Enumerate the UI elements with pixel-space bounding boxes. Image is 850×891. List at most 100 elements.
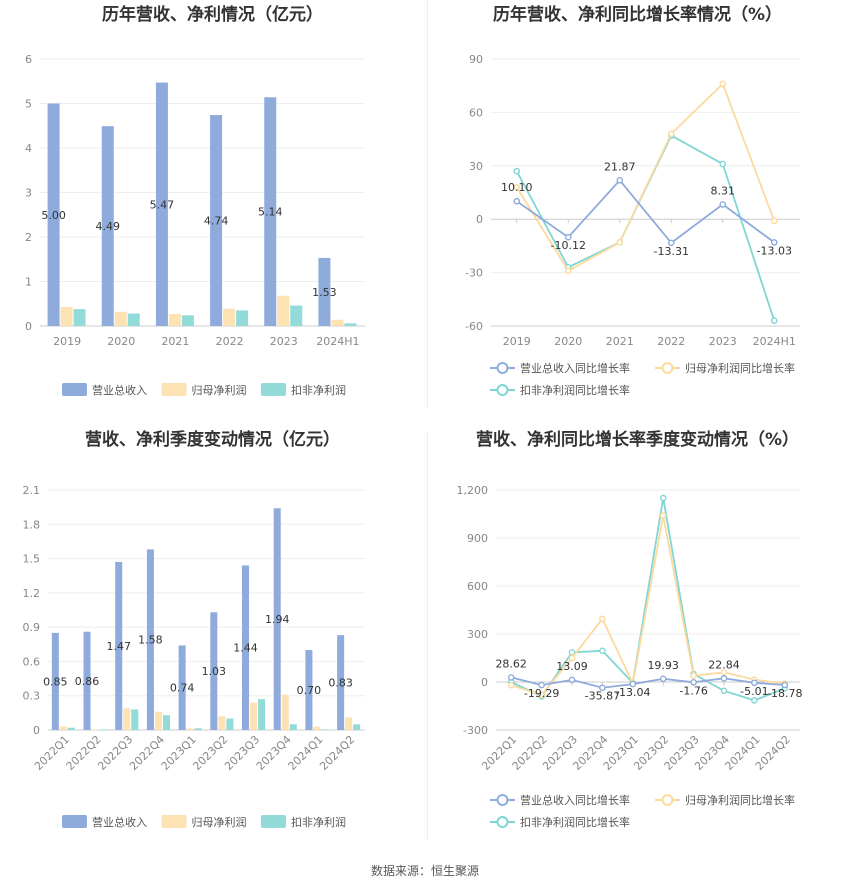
quarterly-growth-chart: 营收、净利同比增长率季度变动情况（%） -300 0 300 600 900 1,200 20… xyxy=(425,425,850,845)
series-point-2 xyxy=(720,687,728,695)
series-point-0 xyxy=(629,680,637,688)
data-label: -13.31 xyxy=(654,245,689,258)
bar-0 xyxy=(210,612,218,730)
legend-label: 扣非净利润同比增长率 xyxy=(520,815,630,829)
bar-1 xyxy=(154,711,162,730)
y-tick-label: 6 xyxy=(25,53,32,66)
data-label: 10.10 xyxy=(501,181,533,194)
quarterly-growth-svg: 营收、净利同比增长率季度变动情况（%）-30003006009001,20020… xyxy=(457,429,803,829)
series-point-0 xyxy=(513,197,521,205)
panel-divider-top xyxy=(427,0,428,408)
bar-1 xyxy=(223,308,236,326)
legend-label: 扣非净利润 xyxy=(291,383,346,397)
bar-1 xyxy=(186,728,194,730)
annual-growth-chart: 历年营收、净利同比增长率情况（%） -60 -30 0 30 60 90 2019 2020 20… xyxy=(425,0,850,420)
x-tick-label: 2024Q2 xyxy=(317,733,357,773)
bar-0 xyxy=(210,115,223,326)
data-label: -1.76 xyxy=(679,684,707,697)
legend-swatch xyxy=(62,383,87,396)
y-tick-label: 0 xyxy=(25,320,32,333)
bar-2 xyxy=(258,699,266,730)
series-point-2 xyxy=(599,647,606,655)
data-label: 0.85 xyxy=(43,675,68,688)
series-point-0 xyxy=(667,239,675,247)
y-tick-label: 1,200 xyxy=(457,484,489,497)
y-tick-label: 5 xyxy=(25,98,32,111)
y-tick-label: 90 xyxy=(469,53,483,66)
series-point-1 xyxy=(659,512,667,519)
bar-0 xyxy=(155,82,168,327)
series-point-2 xyxy=(659,494,667,502)
legend-swatch xyxy=(62,815,87,828)
y-tick-label: 0 xyxy=(481,676,488,689)
legend-marker xyxy=(496,816,509,828)
bar-2 xyxy=(127,313,140,326)
x-tick-label: 2022 xyxy=(216,335,244,348)
legend-label: 归母净利润同比增长率 xyxy=(685,793,795,807)
y-tick-label: 60 xyxy=(469,106,483,119)
legend-label: 营业总收入同比增长率 xyxy=(520,361,630,375)
series-line-0 xyxy=(516,178,775,245)
x-tick-label: 2020 xyxy=(554,335,582,348)
series-point-1 xyxy=(513,183,521,191)
data-label: 1.47 xyxy=(106,640,131,653)
x-tick-label: 2019 xyxy=(503,335,531,348)
bar-0 xyxy=(242,565,250,730)
series-point-0 xyxy=(719,201,727,208)
data-label: 0.70 xyxy=(297,684,322,697)
legend-marker xyxy=(661,794,674,806)
series-point-0 xyxy=(564,233,572,241)
y-tick-label: 4 xyxy=(25,142,32,155)
bar-1 xyxy=(114,311,127,326)
quarterly-bars-svg: 营收、净利季度变动情况（亿元） 0 0.3 0.6 0.9 1.2 1.5 1.8 2.1 202… xyxy=(23,429,365,829)
y-tick-label: 0.9 xyxy=(23,621,41,634)
bar-2 xyxy=(99,729,107,730)
data-label: 0.86 xyxy=(75,675,100,688)
data-label: 4.49 xyxy=(96,220,121,233)
bar-1 xyxy=(281,694,289,730)
y-tick-label: 0 xyxy=(33,724,40,737)
bar-0 xyxy=(337,635,345,730)
data-label: -18.78 xyxy=(767,687,802,700)
legend-swatch xyxy=(161,815,187,828)
chart-title: 历年营收、净利同比增长率情况（%） xyxy=(493,4,782,25)
bar-2 xyxy=(353,724,361,730)
bar-1 xyxy=(313,726,321,730)
series-point-0 xyxy=(690,678,697,686)
data-label: 19.93 xyxy=(647,659,679,672)
data-label: 5.47 xyxy=(150,198,175,211)
bar-2 xyxy=(73,309,86,326)
data-label: -19.29 xyxy=(524,687,559,700)
x-tick-label: 2024H1 xyxy=(753,335,796,348)
legend-swatch xyxy=(261,815,286,828)
y-tick-label: 1.8 xyxy=(23,518,41,531)
bar-2 xyxy=(344,323,357,326)
panel-divider-bottom xyxy=(427,432,428,840)
bar-2 xyxy=(290,305,303,326)
bar-2 xyxy=(289,724,297,730)
series-point-2 xyxy=(770,317,778,324)
bar-1 xyxy=(345,717,353,730)
series-point-0 xyxy=(781,681,789,689)
bar-0 xyxy=(51,632,59,730)
series-point-1 xyxy=(538,691,545,699)
y-tick-label: -300 xyxy=(463,724,488,737)
x-tick-label: 2022 xyxy=(657,335,685,348)
x-tick-label: 2020 xyxy=(107,335,135,348)
data-label: 1.53 xyxy=(312,286,337,299)
series-point-1 xyxy=(599,615,606,623)
x-tick-label: 2024H1 xyxy=(316,335,359,348)
data-label: -35.87 xyxy=(585,690,620,703)
chart-title: 营收、净利同比增长率季度变动情况（%） xyxy=(476,429,799,450)
series-line-1 xyxy=(510,515,785,696)
y-tick-label: 1 xyxy=(25,276,32,289)
data-label: -13.04 xyxy=(615,686,650,699)
legend-marker xyxy=(661,362,674,374)
data-label: 22.84 xyxy=(708,658,740,671)
bar-0 xyxy=(83,631,91,730)
bar-2 xyxy=(236,310,249,326)
y-tick-label: 0.3 xyxy=(23,690,41,703)
legend-label: 营业总收入同比增长率 xyxy=(520,793,630,807)
y-tick-label: 2 xyxy=(25,231,32,244)
series-point-2 xyxy=(751,697,758,704)
